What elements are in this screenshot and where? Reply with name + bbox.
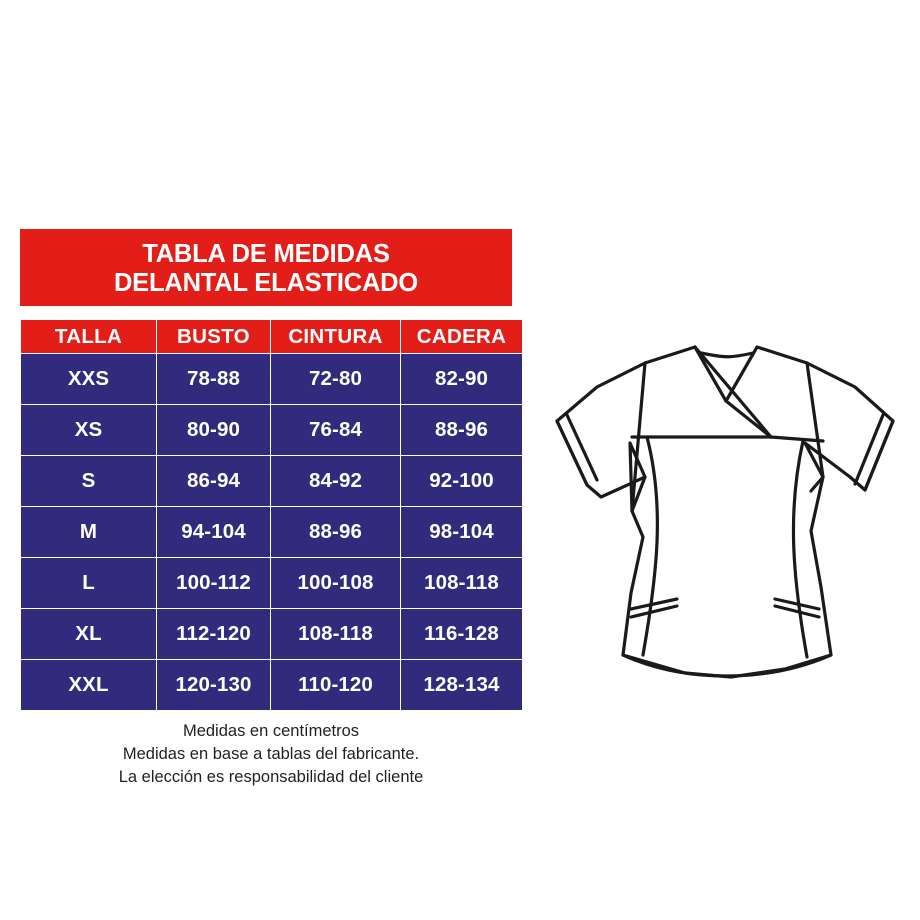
- footnote-line-3: La elección es responsabilidad del clien…: [118, 767, 424, 786]
- column-header-cadera: CADERA: [400, 319, 523, 354]
- cell-talla: XXL: [20, 659, 157, 711]
- cell-cadera: 88-96: [400, 404, 523, 456]
- cell-busto: 100-112: [156, 557, 271, 609]
- cell-cadera: 82-90: [400, 353, 523, 405]
- title-line-1: TABLA DE MEDIDAS: [142, 239, 390, 268]
- neckline-inner-band: [699, 351, 755, 359]
- left-pocket-opening-band: [629, 604, 679, 619]
- cell-busto: 80-90: [156, 404, 271, 456]
- cell-cadera: 98-104: [400, 506, 523, 558]
- footnotes: Medidas en centímetros Medidas en base a…: [20, 720, 522, 788]
- right-princess-seam: [791, 439, 809, 659]
- right-shoulder-seam: [805, 361, 825, 479]
- cell-cintura: 88-96: [270, 506, 401, 558]
- cell-busto: 120-130: [156, 659, 271, 711]
- column-header-busto: BUSTO: [156, 319, 271, 354]
- cell-talla: S: [20, 455, 157, 507]
- cell-busto: 78-88: [156, 353, 271, 405]
- footnote-line-2: Medidas en base a tablas del fabricante.: [122, 744, 420, 763]
- cell-talla: XXS: [20, 353, 157, 405]
- left-sleeve-hem: [555, 419, 589, 487]
- table-row: XS 80-90 76-84 88-96: [20, 404, 523, 456]
- cell-cintura: 100-108: [270, 557, 401, 609]
- garment-illustration: [535, 325, 915, 700]
- cell-busto: 112-120: [156, 608, 271, 660]
- footnote-line-1: Medidas en centímetros: [182, 722, 360, 740]
- cell-cadera: 92-100: [400, 455, 523, 507]
- cell-talla: XS: [20, 404, 157, 456]
- right-underarm-seam: [809, 475, 825, 493]
- right-sleeve-cuff-band: [853, 413, 885, 486]
- empire-waist-seam: [630, 435, 825, 443]
- size-table: TALLA BUSTO CINTURA CADERA XXS 78-88 72-…: [20, 319, 523, 711]
- right-sleeve-hem: [863, 419, 895, 492]
- left-pocket-opening: [629, 597, 679, 611]
- table-row: M 94-104 88-96 98-104: [20, 506, 523, 558]
- left-sleeve-cuff-band: [565, 413, 599, 482]
- table-row: XXS 78-88 72-80 82-90: [20, 353, 523, 405]
- cell-cintura: 84-92: [270, 455, 401, 507]
- cell-cadera: 116-128: [400, 608, 523, 660]
- title-banner: TABLA DE MEDIDAS DELANTAL ELASTICADO: [20, 229, 512, 306]
- size-chart-block: TABLA DE MEDIDAS DELANTAL ELASTICADO TAL…: [20, 229, 523, 788]
- cell-busto: 86-94: [156, 455, 271, 507]
- column-header-talla: TALLA: [20, 319, 157, 354]
- title-line-2: DELANTAL ELASTICADO: [113, 268, 419, 297]
- cell-busto: 94-104: [156, 506, 271, 558]
- cell-cintura: 76-84: [270, 404, 401, 456]
- left-underarm-seam: [630, 475, 647, 513]
- cell-cintura: 72-80: [270, 353, 401, 405]
- cell-cadera: 108-118: [400, 557, 523, 609]
- cell-cintura: 108-118: [270, 608, 401, 660]
- cell-cintura: 110-120: [270, 659, 401, 711]
- right-pocket-opening: [773, 597, 821, 611]
- wrap-crossover-left: [693, 345, 773, 439]
- cell-talla: M: [20, 506, 157, 558]
- column-header-cintura: CINTURA: [270, 319, 401, 354]
- wrap-crossover-right: [724, 399, 773, 439]
- table-header-row: TALLA BUSTO CINTURA CADERA: [20, 319, 523, 354]
- cell-talla: L: [20, 557, 157, 609]
- table-row: S 86-94 84-92 92-100: [20, 455, 523, 507]
- table-row: L 100-112 100-108 108-118: [20, 557, 523, 609]
- cell-cadera: 128-134: [400, 659, 523, 711]
- right-pocket-opening-band: [773, 604, 821, 619]
- left-princess-seam: [641, 435, 659, 657]
- banner-table-gap: [20, 306, 522, 319]
- table-row: XXL 120-130 110-120 128-134: [20, 659, 523, 711]
- table-row: XL 112-120 108-118 116-128: [20, 608, 523, 660]
- bottom-hem: [621, 653, 833, 678]
- cell-talla: XL: [20, 608, 157, 660]
